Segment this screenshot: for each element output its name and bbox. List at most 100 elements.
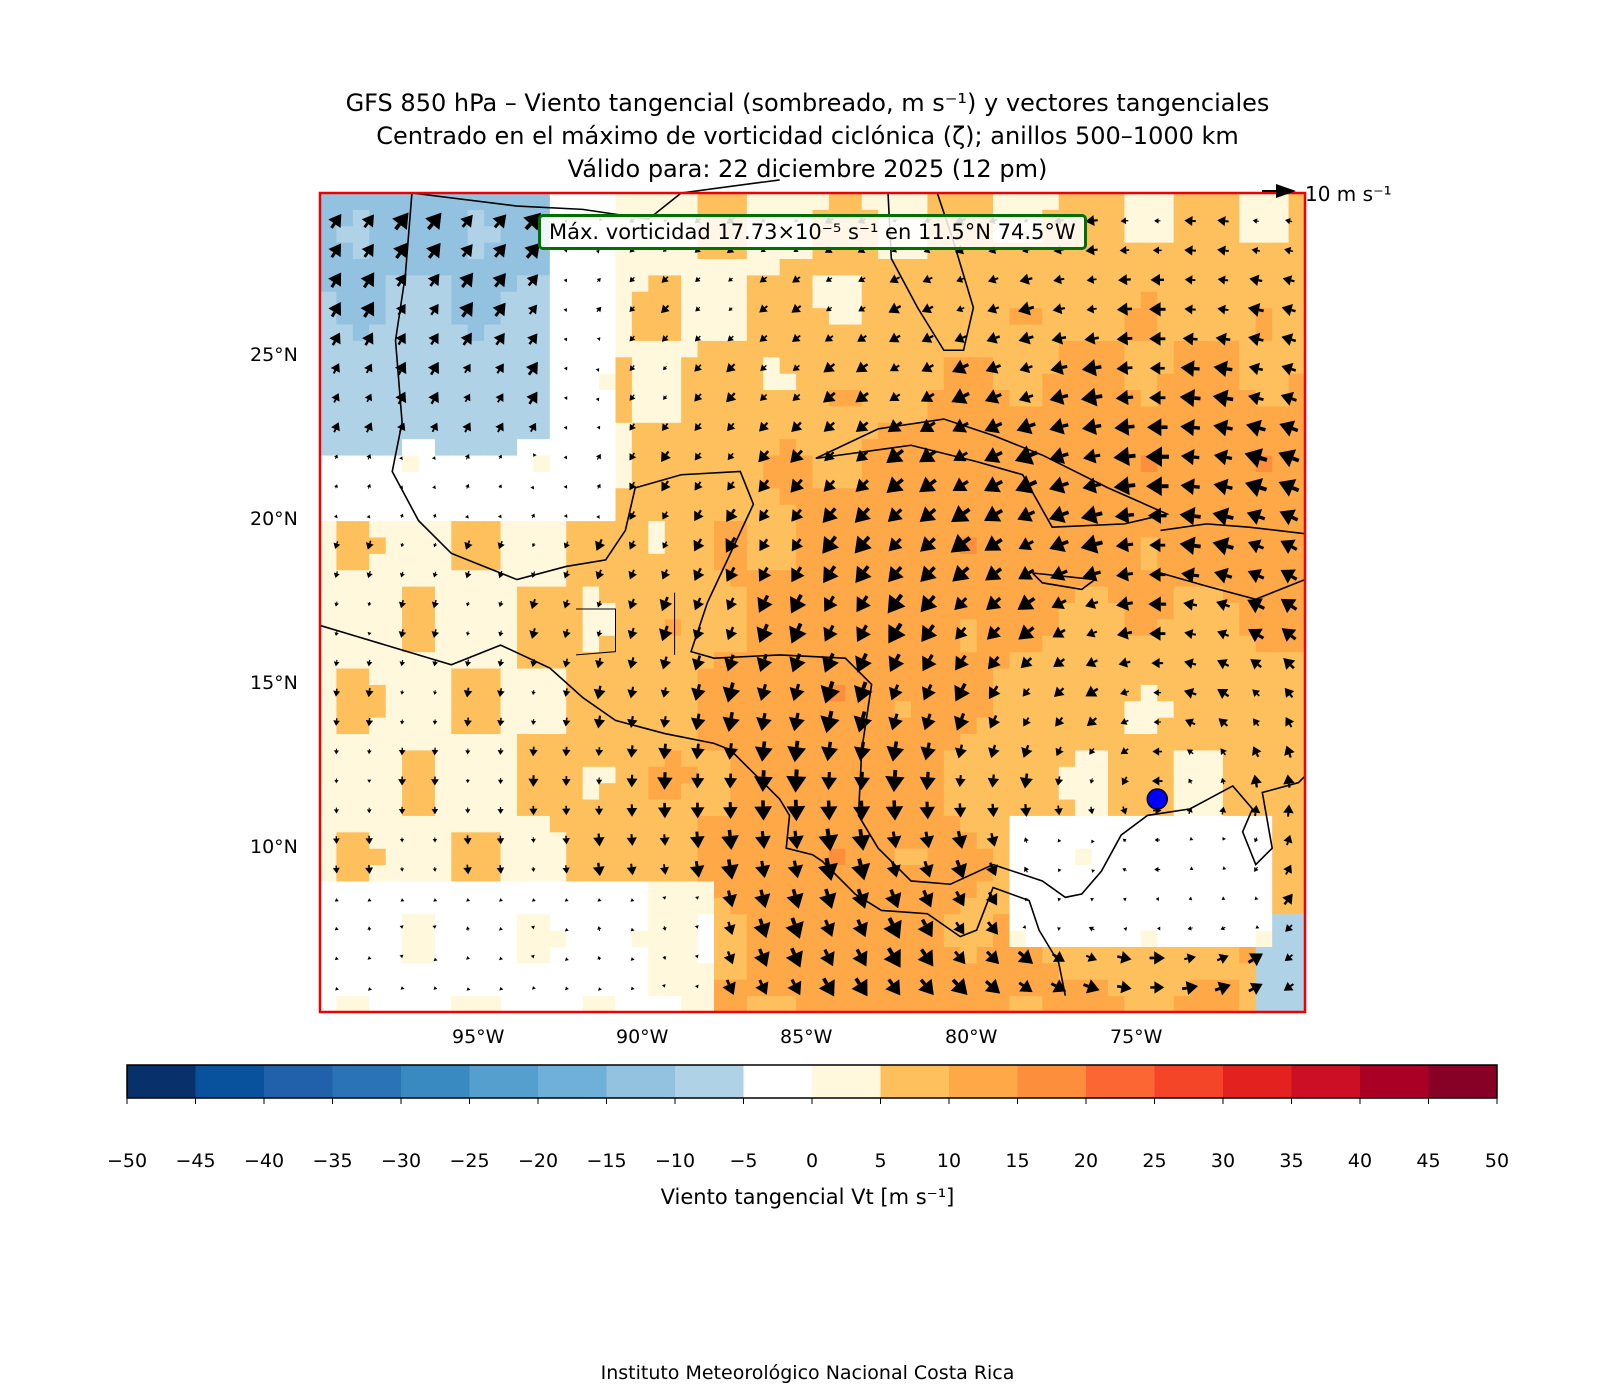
shading-cell bbox=[615, 635, 633, 653]
shading-cell bbox=[927, 815, 945, 833]
wind-vector bbox=[822, 535, 840, 554]
wind-vector bbox=[1122, 897, 1127, 902]
shading-cell bbox=[1124, 799, 1142, 816]
wind-vector bbox=[530, 485, 535, 490]
shading-cell bbox=[1173, 897, 1191, 915]
shading-cell bbox=[763, 471, 781, 489]
shading-cell bbox=[352, 831, 370, 849]
shading-cell bbox=[993, 897, 1010, 915]
shading-cell bbox=[320, 504, 337, 522]
shading-cell bbox=[434, 864, 452, 882]
shading-cell bbox=[369, 553, 387, 571]
shading-cell bbox=[484, 258, 502, 276]
shading-cell bbox=[352, 487, 370, 505]
shading-cell bbox=[1025, 307, 1043, 325]
wind-vector bbox=[985, 595, 1002, 611]
shading-cell bbox=[664, 373, 682, 391]
shading-cell bbox=[1190, 193, 1207, 210]
wind-vector bbox=[399, 485, 404, 490]
wind-vector bbox=[856, 449, 869, 462]
shading-cell bbox=[615, 602, 633, 620]
shading-cell bbox=[352, 684, 370, 702]
shading-cell bbox=[352, 799, 370, 816]
shading-cell bbox=[599, 962, 616, 980]
shading-cell bbox=[1222, 618, 1240, 636]
shading-cell bbox=[500, 651, 518, 669]
shading-cell bbox=[664, 717, 682, 735]
shading-cell bbox=[796, 995, 813, 1013]
shading-cell bbox=[1108, 897, 1125, 915]
shading-cell bbox=[320, 586, 337, 603]
wind-vector bbox=[984, 978, 1001, 994]
shading-cell bbox=[385, 880, 403, 898]
shading-cell bbox=[697, 471, 715, 489]
shading-cell bbox=[1108, 684, 1125, 702]
wind-vector bbox=[1284, 953, 1294, 962]
shading-cell bbox=[533, 831, 551, 849]
colorbar-segment bbox=[401, 1065, 470, 1098]
shading-cell bbox=[599, 373, 616, 391]
shading-cell bbox=[1009, 520, 1027, 538]
shading-cell bbox=[1206, 651, 1224, 669]
shading-cell bbox=[960, 733, 978, 751]
wind-vector bbox=[1088, 806, 1095, 815]
shading-cell bbox=[517, 225, 534, 243]
shading-cell bbox=[681, 668, 699, 685]
shading-cell bbox=[500, 668, 518, 685]
shading-cell bbox=[484, 651, 502, 669]
wind-vector bbox=[1148, 302, 1166, 317]
wind-vector bbox=[788, 712, 805, 732]
shading-cell bbox=[566, 536, 584, 554]
wind-vector bbox=[825, 276, 833, 282]
shading-cell bbox=[1190, 799, 1207, 816]
shading-cell bbox=[434, 422, 452, 440]
wind-vector bbox=[1217, 216, 1229, 227]
wind-vector bbox=[852, 948, 868, 967]
shading-cell bbox=[1173, 438, 1191, 456]
shading-cell bbox=[927, 635, 945, 653]
shading-cell bbox=[993, 193, 1010, 210]
shading-cell bbox=[320, 962, 337, 980]
shading-cell bbox=[517, 684, 534, 702]
shading-cell bbox=[385, 487, 403, 505]
shading-cell bbox=[418, 635, 436, 653]
shading-cell bbox=[402, 733, 419, 751]
wind-vector bbox=[1090, 898, 1095, 902]
shading-cell bbox=[582, 471, 600, 489]
shading-cell bbox=[500, 946, 518, 964]
wind-vector bbox=[889, 363, 900, 372]
wind-vector bbox=[1145, 476, 1169, 497]
shading-cell bbox=[336, 389, 354, 407]
shading-cell bbox=[484, 930, 502, 947]
wind-vector bbox=[527, 333, 538, 345]
shading-cell bbox=[730, 274, 748, 292]
shading-cell bbox=[664, 504, 682, 522]
wind-vector bbox=[987, 774, 1000, 788]
wind-vector bbox=[727, 452, 735, 461]
shading-cell bbox=[1190, 930, 1207, 947]
shading-cell bbox=[533, 815, 551, 833]
wind-vector bbox=[1183, 598, 1198, 611]
shading-cell bbox=[681, 258, 699, 276]
shading-cell bbox=[484, 635, 502, 653]
shading-cell bbox=[599, 782, 616, 800]
shading-cell bbox=[467, 995, 485, 1013]
shading-cell bbox=[352, 569, 370, 587]
shading-cell bbox=[517, 520, 534, 538]
shading-cell bbox=[1255, 209, 1273, 227]
shading-cell bbox=[631, 946, 649, 964]
shading-cell bbox=[1288, 225, 1306, 243]
shading-cell bbox=[1091, 586, 1109, 603]
wind-vector bbox=[563, 425, 568, 430]
shading-cell bbox=[599, 553, 616, 571]
shading-cell bbox=[828, 733, 846, 751]
shading-cell bbox=[746, 815, 764, 833]
shading-cell bbox=[582, 700, 600, 718]
shading-cell bbox=[1058, 880, 1076, 898]
wind-vector bbox=[721, 829, 739, 851]
shading-cell bbox=[1075, 618, 1093, 636]
shading-cell bbox=[517, 782, 534, 800]
wind-vector bbox=[1055, 746, 1064, 757]
shading-cell bbox=[517, 946, 534, 964]
shading-cell bbox=[1222, 586, 1240, 603]
